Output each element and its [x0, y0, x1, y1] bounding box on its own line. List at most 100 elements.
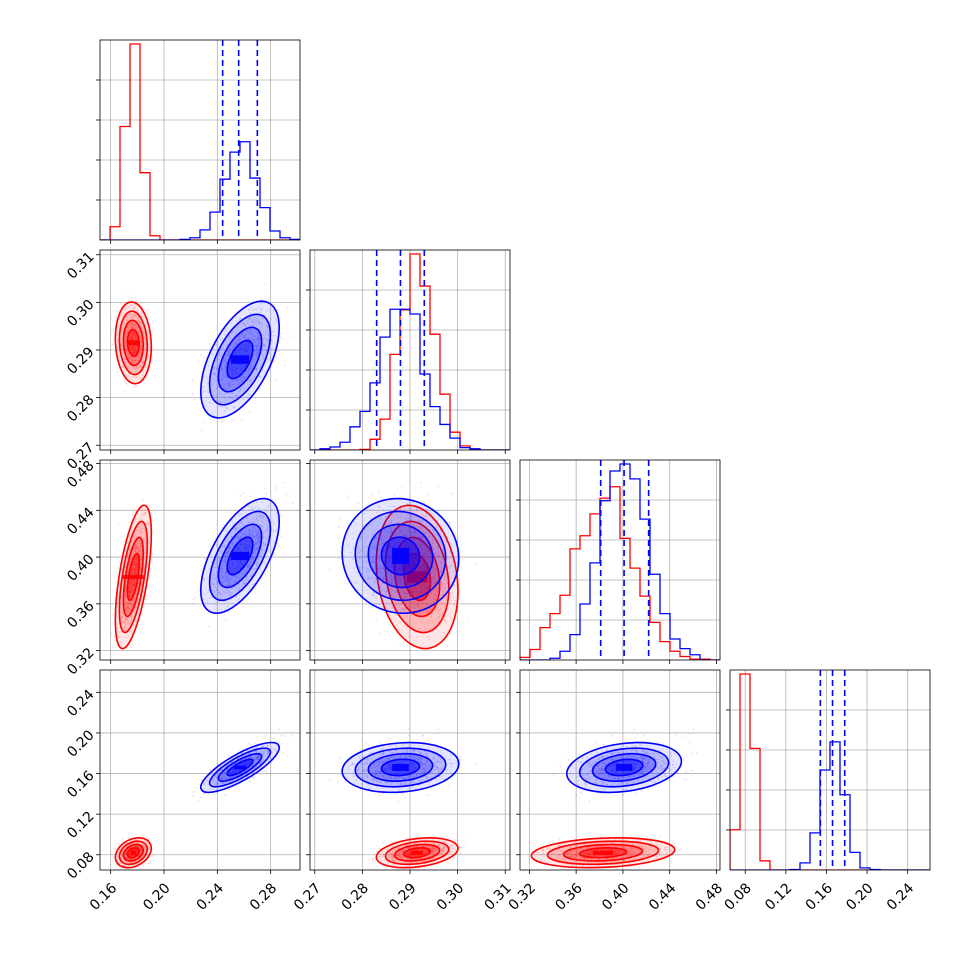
- scatter-point: [425, 604, 427, 607]
- scatter-point: [148, 355, 151, 358]
- scatter-point: [414, 534, 417, 537]
- scatter-point: [129, 314, 132, 317]
- scatter-point: [136, 320, 139, 322]
- scatter-point: [240, 368, 242, 371]
- scatter-point: [132, 563, 135, 566]
- scatter-point: [132, 561, 135, 563]
- scatter-point: [218, 586, 221, 588]
- scatter-point: [227, 546, 230, 549]
- scatter-point: [142, 864, 145, 867]
- scatter-point: [243, 560, 246, 562]
- scatter-point: [416, 606, 419, 609]
- scatter-point: [223, 523, 225, 526]
- scatter-point: [275, 318, 278, 321]
- scatter-point: [232, 568, 235, 571]
- scatter-point: [228, 334, 231, 337]
- scatter-point: [131, 338, 133, 341]
- scatter-point: [199, 354, 202, 357]
- scatter-point: [135, 338, 137, 341]
- scatter-point: [249, 317, 251, 320]
- scatter-point: [121, 620, 124, 622]
- scatter-point: [397, 515, 400, 518]
- scatter-point: [441, 611, 443, 614]
- scatter-point: [225, 551, 228, 554]
- scatter-point: [233, 549, 236, 552]
- scatter-point: [136, 346, 139, 349]
- scatter-point: [411, 619, 414, 622]
- scatter-point: [129, 346, 132, 349]
- scatter-point: [254, 567, 257, 570]
- scatter-point: [257, 535, 260, 538]
- scatter-point: [224, 618, 227, 621]
- scatter-point: [396, 579, 399, 582]
- scatter-point: [282, 337, 285, 340]
- scatter-point: [137, 366, 140, 369]
- scatter-point: [127, 352, 130, 355]
- scatter-point: [211, 589, 214, 592]
- scatter-point: [141, 311, 144, 314]
- scatter-point: [256, 336, 259, 339]
- scatter-point: [232, 544, 235, 547]
- scatter-point: [138, 550, 140, 552]
- scatter-point: [128, 334, 131, 337]
- scatter-point: [223, 545, 226, 548]
- scatter-point: [131, 356, 134, 359]
- scatter-point: [250, 521, 253, 524]
- scatter-point: [428, 638, 431, 640]
- scatter-point: [136, 558, 139, 561]
- scatter-point: [339, 516, 342, 519]
- scatter-point: [131, 357, 134, 360]
- scatter-point: [232, 366, 235, 368]
- scatter-point: [124, 596, 126, 598]
- scatter-point: [136, 520, 139, 523]
- scatter-point: [202, 356, 205, 359]
- scatter-point: [137, 355, 139, 358]
- scatter-point: [125, 345, 128, 347]
- scatter-point: [416, 585, 419, 588]
- scatter-point: [139, 542, 142, 545]
- scatter-point: [202, 577, 205, 580]
- scatter-point: [226, 407, 228, 410]
- scatter-point: [130, 572, 132, 575]
- scatter-point: [423, 553, 425, 556]
- scatter-point: [208, 589, 210, 592]
- scatter-point: [387, 522, 390, 525]
- scatter-point: [213, 368, 216, 371]
- scatter-point: [132, 583, 135, 586]
- scatter-point: [224, 330, 227, 332]
- contour-series-1: [200, 300, 281, 419]
- scatter-point: [221, 576, 223, 579]
- scatter-point: [127, 589, 130, 592]
- scatter-point: [148, 337, 151, 340]
- scatter-point: [396, 567, 399, 570]
- scatter-point: [120, 617, 122, 620]
- scatter-point: [236, 567, 239, 569]
- scatter-point: [135, 366, 138, 368]
- scatter-point: [137, 583, 140, 585]
- scatter-point: [255, 319, 258, 322]
- scatter-point: [133, 566, 136, 569]
- scatter-point: [266, 339, 269, 342]
- scatter-point: [134, 569, 136, 571]
- scatter-point: [396, 577, 399, 580]
- scatter-point: [224, 579, 227, 581]
- scatter-point: [261, 334, 264, 337]
- scatter-point: [131, 352, 134, 355]
- scatter-point: [140, 347, 143, 350]
- scatter-point: [131, 568, 133, 571]
- scatter-point: [130, 375, 133, 378]
- scatter-point: [243, 547, 246, 549]
- scatter-point: [239, 562, 242, 565]
- scatter-point: [256, 321, 259, 324]
- scatter-point: [128, 368, 131, 371]
- scatter-point: [216, 588, 218, 591]
- scatter-point: [446, 582, 449, 585]
- scatter-point: [206, 600, 209, 603]
- scatter-point: [410, 590, 412, 593]
- scatter-point: [215, 344, 218, 346]
- scatter-point: [232, 562, 235, 565]
- scatter-point: [256, 541, 259, 544]
- scatter-point: [131, 563, 134, 566]
- scatter-point: [218, 557, 221, 560]
- scatter-point: [131, 568, 134, 571]
